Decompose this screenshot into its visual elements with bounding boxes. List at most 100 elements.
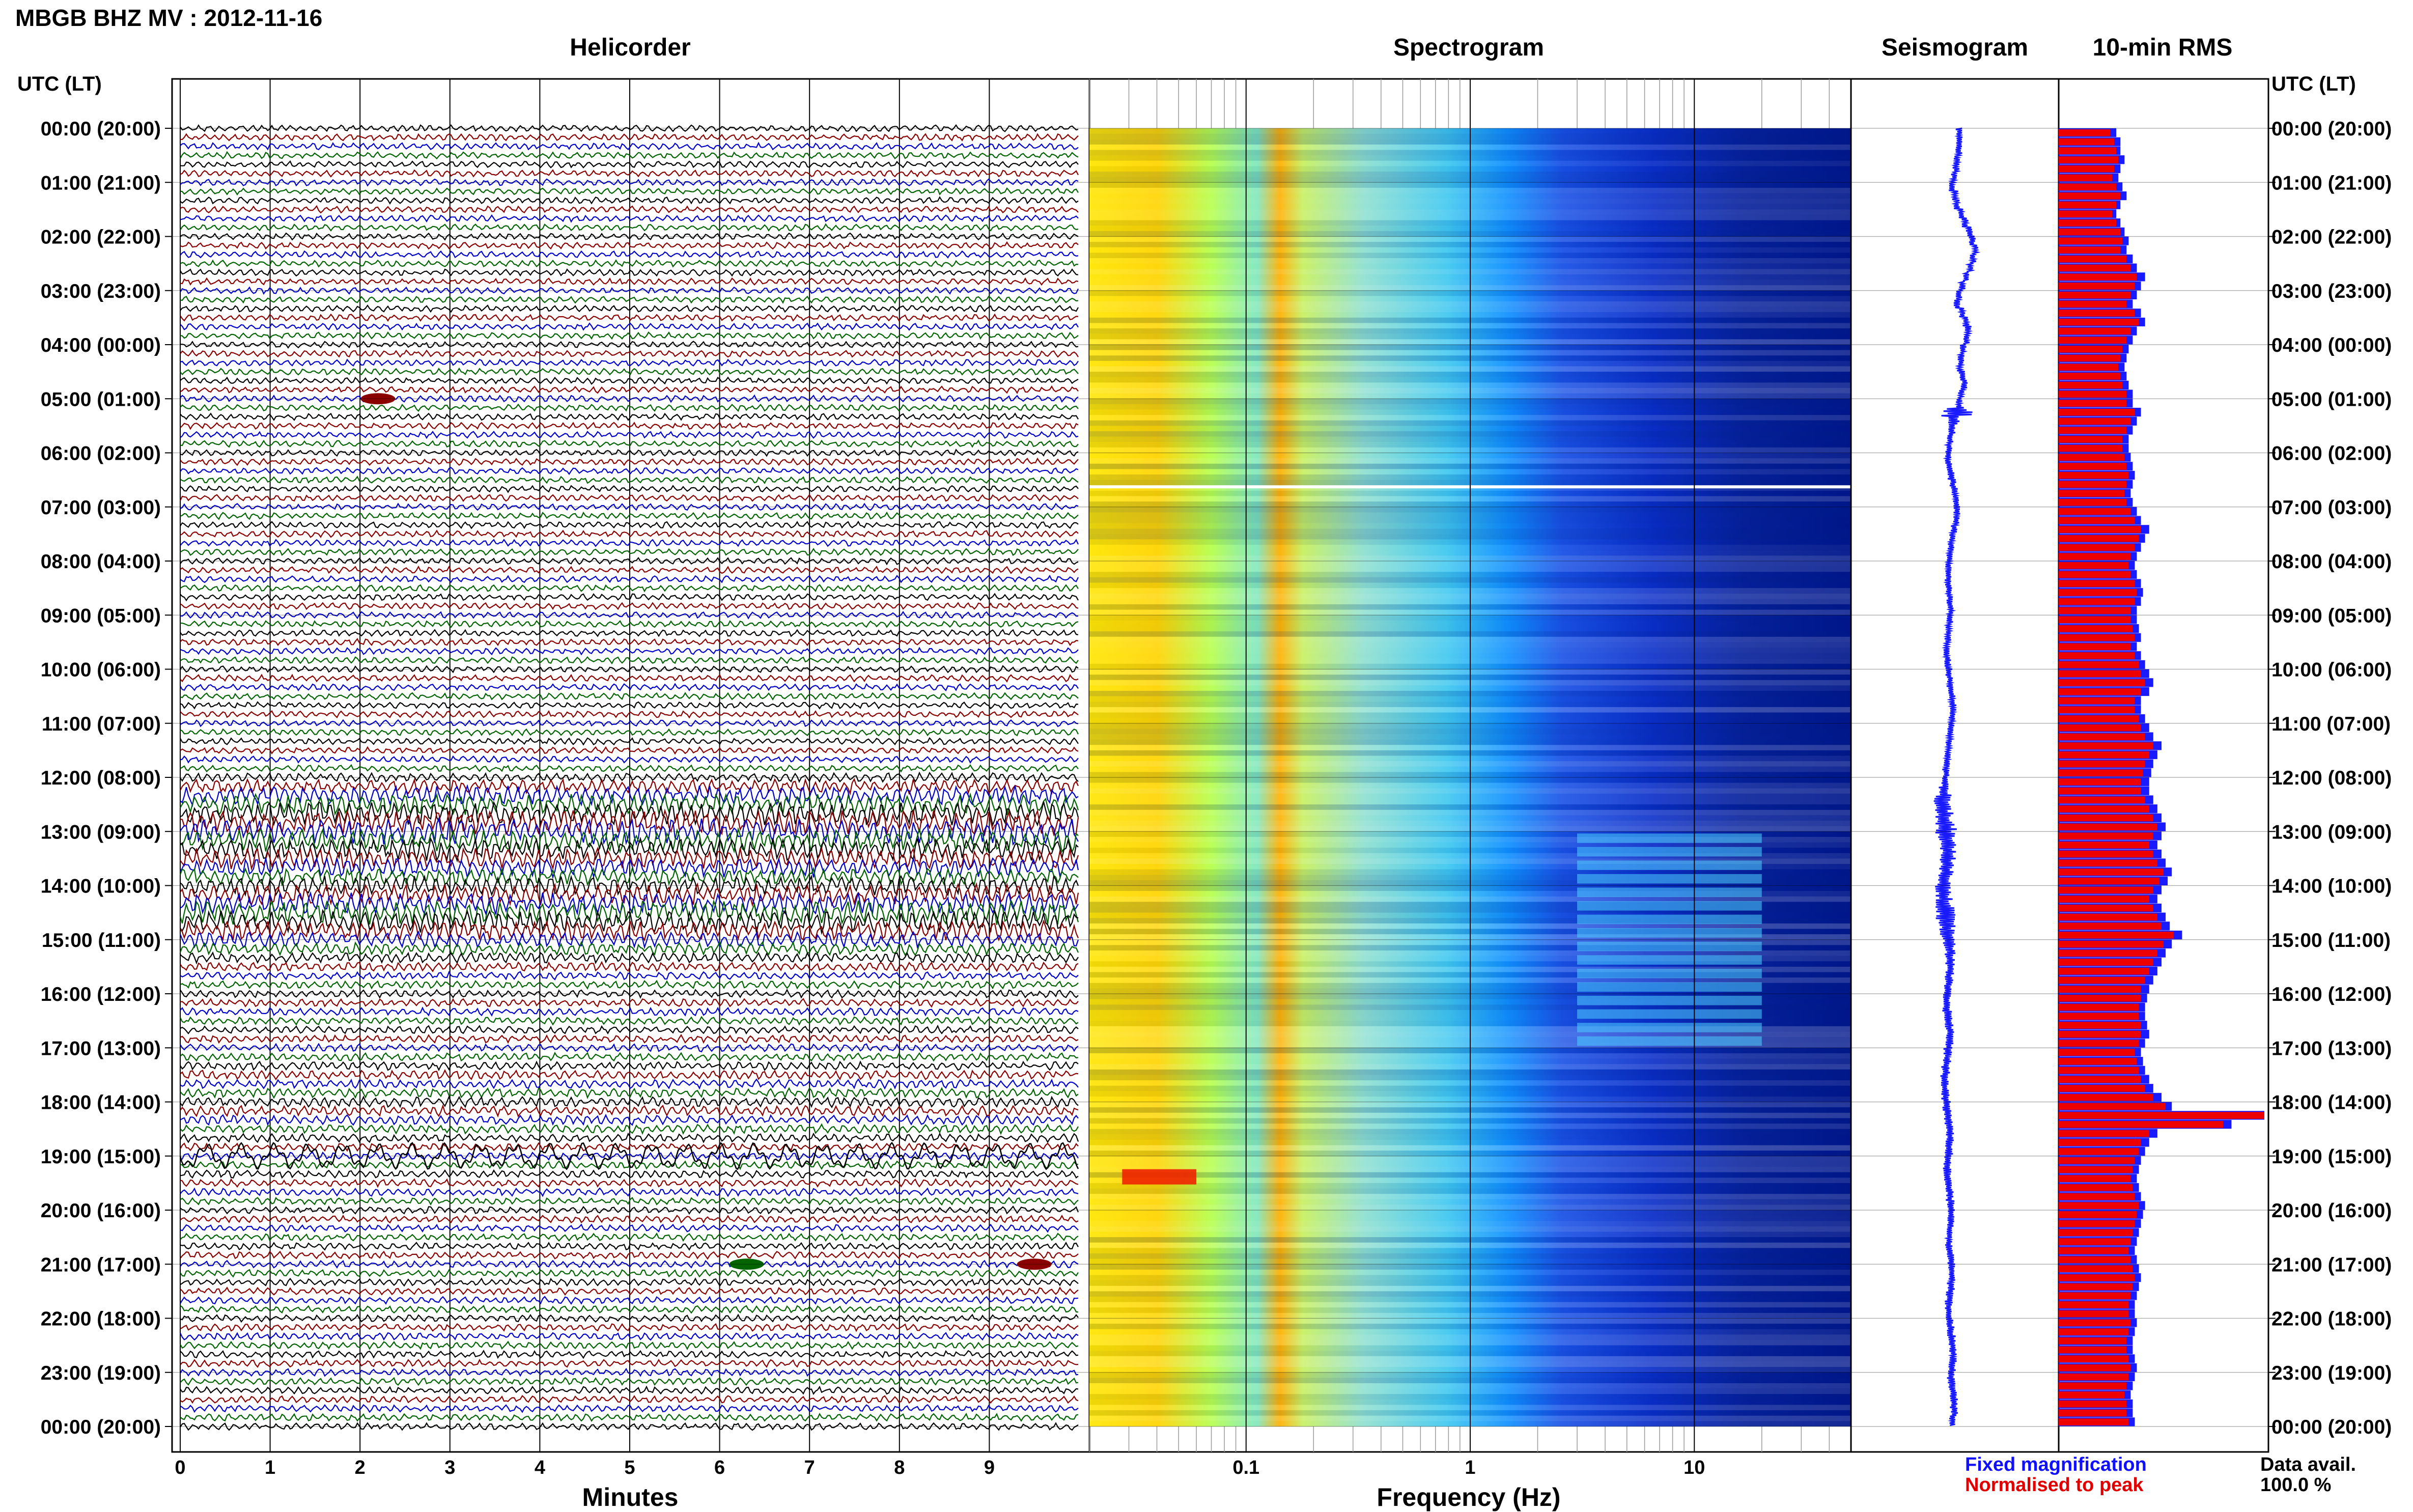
rms-normalised-bar — [2059, 1400, 2127, 1408]
helicorder-trace — [180, 882, 1079, 907]
hour-label-left: 00:00 (20:00) — [41, 118, 161, 140]
rms-normalised-bar — [2059, 589, 2137, 596]
rms-normalised-bar — [2059, 652, 2135, 659]
spectrogram-active-band — [1577, 901, 1762, 911]
spectrogram-active-band — [1577, 1009, 1762, 1019]
helicorder-trace — [180, 1087, 1079, 1099]
rms-normalised-bar — [2059, 1382, 2127, 1390]
helicorder-xlabel: Minutes — [582, 1483, 679, 1511]
rms-normalised-bar — [2059, 760, 2145, 768]
rms-normalised-bar — [2059, 346, 2123, 353]
seismogram-title: Seismogram — [1881, 34, 2029, 61]
rms-normalised-bar — [2059, 1229, 2133, 1237]
rms-normalised-bar — [2059, 1148, 2139, 1155]
helicorder-xtick-label: 4 — [535, 1457, 545, 1478]
seismogram-trace — [1933, 127, 1981, 1426]
helicorder-trace — [180, 394, 1079, 403]
hour-label-left: 06:00 (02:00) — [41, 443, 161, 465]
rms-normalised-bar — [2059, 1292, 2131, 1300]
helicorder-trace — [180, 1132, 1079, 1143]
rms-normalised-bar — [2059, 1022, 2141, 1029]
hour-label-left: 23:00 (19:00) — [41, 1362, 161, 1384]
helicorder-trace — [180, 1350, 1079, 1359]
rms-normalised-bar — [2059, 1193, 2135, 1200]
helicorder-trace — [180, 304, 1079, 313]
rms-normalised-bar — [2059, 670, 2141, 678]
rms-normalised-bar — [2059, 1130, 2149, 1137]
hour-label-left: 04:00 (00:00) — [41, 334, 161, 356]
rms-normalised-bar — [2059, 327, 2131, 335]
hour-label-left: 20:00 (16:00) — [41, 1200, 161, 1222]
rms-normalised-bar — [2059, 1274, 2135, 1281]
rms-normalised-bar — [2059, 1211, 2137, 1218]
hour-label-right: 20:00 (16:00) — [2271, 1200, 2392, 1222]
spectrogram-event — [1122, 1169, 1197, 1185]
rms-normalised-bar — [2059, 571, 2131, 578]
helicorder-trace — [180, 214, 1079, 223]
hour-label-right: 22:00 (18:00) — [2271, 1308, 2392, 1330]
helicorder-trace — [180, 1142, 1079, 1152]
helicorder-trace — [180, 846, 1079, 871]
hour-label-left: 02:00 (22:00) — [41, 227, 161, 248]
helicorder-trace — [180, 891, 1079, 916]
hour-label-right: 00:00 (20:00) — [2271, 1416, 2392, 1438]
helicorder-trace — [180, 1016, 1079, 1026]
helicorder-trace — [180, 584, 1079, 593]
rms-normalised-bar — [2059, 598, 2135, 605]
helicorder-trace — [180, 295, 1079, 304]
spectrogram-active-band — [1577, 1036, 1762, 1046]
rms-normalised-bar — [2059, 643, 2131, 651]
helicorder-trace — [180, 808, 1079, 837]
rms-normalised-bar — [2059, 1283, 2133, 1291]
helicorder-trace — [180, 1358, 1079, 1368]
rms-normalised-bar — [2059, 255, 2127, 263]
helicorder-xtick-label: 1 — [265, 1457, 275, 1478]
rms-normalised-bar — [2059, 1319, 2131, 1327]
helicorder-trace — [180, 196, 1079, 205]
rms-normalised-bar — [2059, 769, 2143, 776]
rms-normalised-bar — [2059, 913, 2157, 921]
helicorder-trace — [180, 169, 1079, 178]
helicorder-trace — [180, 746, 1079, 755]
helicorder-trace — [180, 710, 1079, 719]
rms-normalised-bar — [2059, 1328, 2129, 1335]
helicorder-trace — [180, 836, 1079, 863]
hour-label-right: 10:00 (06:00) — [2271, 659, 2392, 681]
helicorder-trace — [180, 574, 1079, 583]
helicorder-trace — [180, 1033, 1079, 1044]
rms-normalised-bar — [2059, 1067, 2139, 1074]
spectrogram-xtick-label: 0.1 — [1232, 1457, 1259, 1478]
rms-normalised-bar — [2059, 1049, 2135, 1056]
helicorder-trace — [180, 466, 1079, 475]
spectrogram-active-band — [1577, 941, 1762, 951]
rms-normalised-bar — [2059, 986, 2141, 993]
helicorder-trace — [180, 205, 1079, 214]
helicorder-trace — [180, 349, 1079, 358]
spectrogram-active-band — [1577, 1023, 1762, 1032]
rms-normalised-bar — [2059, 354, 2121, 362]
rms-normalised-bar — [2059, 1238, 2131, 1245]
helicorder-trace — [180, 1404, 1079, 1413]
helicorder-trace — [180, 1332, 1079, 1341]
rms-normalised-bar — [2059, 742, 2153, 749]
spectrogram-active-band — [1577, 833, 1762, 843]
rms-normalised-bar — [2059, 291, 2131, 299]
helicorder-trace — [180, 142, 1079, 151]
helicorder-trace — [180, 1095, 1079, 1109]
rms-normalised-bar — [2059, 1247, 2129, 1254]
helicorder-trace — [180, 376, 1079, 385]
rms-normalised-bar — [2059, 1310, 2129, 1318]
hour-label-left: 08:00 (04:00) — [41, 551, 161, 573]
helicorder-trace — [180, 674, 1079, 683]
hour-label-right: 07:00 (03:00) — [2271, 497, 2392, 519]
helicorder-trace — [180, 1214, 1079, 1224]
hour-label-left: 17:00 (13:00) — [41, 1038, 161, 1059]
helicorder-trace — [179, 930, 1079, 949]
helicorder-trace — [179, 899, 1079, 925]
rms-normalised-bar — [2059, 1202, 2139, 1209]
hour-label-right: 02:00 (22:00) — [2271, 227, 2392, 248]
rms-normalised-bar — [2059, 1003, 2139, 1011]
helicorder-trace — [180, 322, 1079, 331]
hour-label-left: 07:00 (03:00) — [41, 497, 161, 519]
utc-label-left: UTC (LT) — [17, 73, 102, 95]
